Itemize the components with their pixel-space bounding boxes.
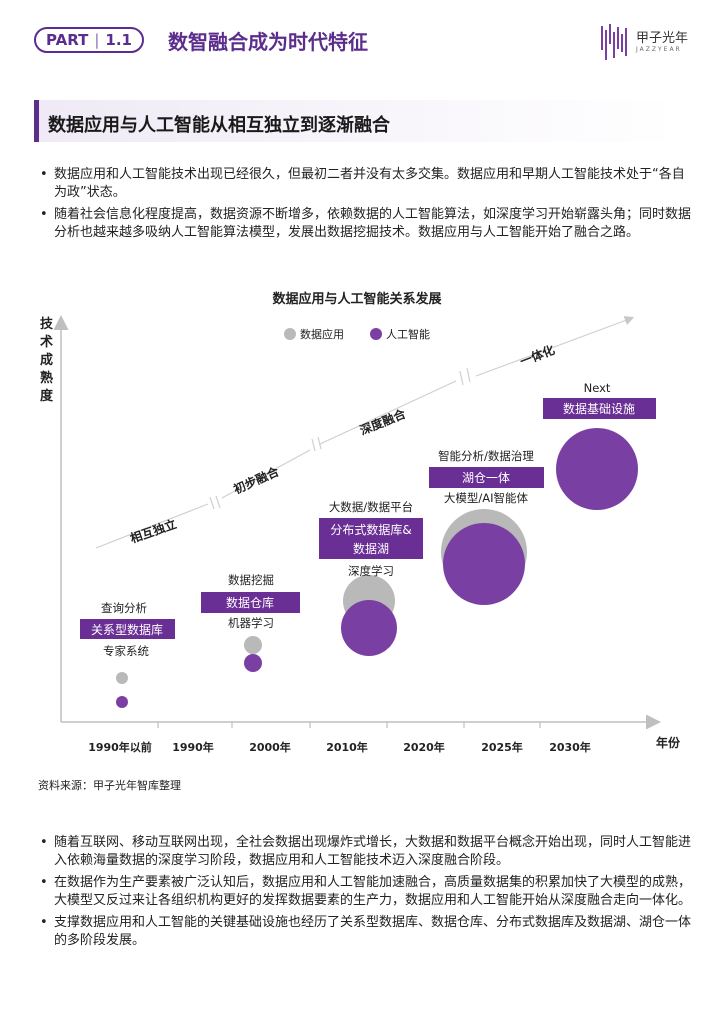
milestone-1-badge-bg bbox=[80, 619, 175, 639]
bullet-item: • 随着互联网、移动互联网出现，全社会数据出现爆炸式增长，大数据和数据平台概念开始… bbox=[36, 834, 696, 870]
bubble-data-app-1 bbox=[116, 672, 128, 684]
milestone-2-badge-bg bbox=[201, 592, 300, 613]
legend-swatch-data-app bbox=[284, 328, 296, 340]
bullet-text: 在数据作为生产要素被广泛认知后，数据应用和人工智能加速融合，高质量数据集的积累加… bbox=[54, 875, 692, 908]
logo-text: 甲子光年 bbox=[636, 31, 689, 46]
stage-line bbox=[95, 316, 635, 549]
bubble-ai-4 bbox=[443, 523, 525, 605]
milestone-2-top: 数据挖掘 bbox=[228, 573, 274, 587]
logo-icon bbox=[601, 24, 627, 60]
y-axis-label-char: 成 bbox=[40, 353, 54, 368]
bullet-item: • 随着社会信息化程度提高，数据资源不断增多，依赖数据的人工智能算法，如深度学习开… bbox=[36, 206, 696, 242]
x-tick-label: 2010年 bbox=[326, 740, 368, 754]
bullet-text: 随着互联网、移动互联网出现，全社会数据出现爆炸式增长，大数据和数据平台概念开始出… bbox=[54, 835, 692, 868]
milestone-3-bottom: 深度学习 bbox=[348, 564, 394, 578]
stage-label-initial-fusion: 初步融合 bbox=[231, 463, 282, 497]
bullet-dot: • bbox=[40, 915, 48, 930]
legend-swatch-ai bbox=[370, 328, 382, 340]
part-label: PART bbox=[46, 31, 89, 49]
bubble-data-app-2 bbox=[244, 636, 262, 654]
y-axis-label-char: 技 bbox=[40, 317, 54, 332]
bullet-dot: • bbox=[40, 167, 48, 182]
part-number: 1.1 bbox=[105, 31, 132, 49]
part-separator: | bbox=[94, 31, 100, 49]
bullet-text: 随着社会信息化程度提高，数据资源不断增多，依赖数据的人工智能算法，如深度学习开始… bbox=[54, 207, 692, 240]
logo-subtext: JAZZYEAR bbox=[636, 46, 682, 53]
milestone-1-bottom: 专家系统 bbox=[103, 644, 149, 658]
bubbles bbox=[116, 428, 638, 708]
bubble-ai-5 bbox=[556, 428, 638, 510]
bullet-text: 数据应用和人工智能技术出现已经很久，但最初二者并没有太多交集。数据应用和早期人工… bbox=[54, 167, 685, 200]
milestone-4-badge: 湖仓一体 bbox=[462, 470, 510, 485]
bullet-item: • 在数据作为生产要素被广泛认知后，数据应用和人工智能加速融合，高质量数据集的积累… bbox=[36, 874, 696, 910]
milestone-2-bottom: 机器学习 bbox=[228, 616, 274, 630]
section-title: 数据应用与人工智能从相互独立到逐渐融合 bbox=[48, 115, 390, 136]
milestone-5-badge-bg bbox=[543, 398, 656, 419]
milestone-4-top: 智能分析/数据治理 bbox=[438, 449, 534, 463]
bubble-ai-2 bbox=[244, 654, 262, 672]
x-tick-label: 1990年以前 bbox=[88, 740, 152, 754]
x-tick-label: 1990年 bbox=[172, 740, 214, 754]
milestone-3-badge-bg bbox=[319, 518, 423, 559]
x-tick-label: 2020年 bbox=[403, 740, 445, 754]
milestone-1-badge: 关系型数据库 bbox=[91, 622, 163, 637]
milestone-4-bottom: 大模型/AI智能体 bbox=[444, 491, 529, 505]
section-heading-background bbox=[39, 100, 679, 142]
bubble-ai-1 bbox=[116, 696, 128, 708]
section-heading-bar bbox=[34, 100, 39, 142]
milestone-3-badge-line1: 分布式数据库& bbox=[330, 522, 411, 537]
milestone-3-top: 大数据/数据平台 bbox=[329, 500, 413, 514]
legend-label-data-app: 数据应用 bbox=[300, 327, 344, 341]
part-pill: PART | 1.1 bbox=[34, 27, 144, 53]
y-axis-label-char: 度 bbox=[40, 389, 54, 404]
milestone-5-badge: 数据基础设施 bbox=[563, 401, 635, 416]
bullet-item: • 支撑数据应用和人工智能的关键基础设施也经历了关系型数据库、数据仓库、分布式数据… bbox=[36, 914, 696, 950]
x-tick-label: 2000年 bbox=[249, 740, 291, 754]
chart-title: 数据应用与人工智能关系发展 bbox=[272, 292, 442, 307]
relationship-chart: 1990年以前 1990年 2000年 2010年 2020年 2025年 2030年 年份… bbox=[53, 315, 681, 754]
x-tick-label: 2025年 bbox=[481, 740, 523, 754]
bullet-dot: • bbox=[40, 875, 48, 890]
milestone-2-badge: 数据仓库 bbox=[226, 595, 274, 610]
milestone-4-badge-bg bbox=[429, 467, 544, 488]
stage-label-independent: 相互独立 bbox=[128, 516, 178, 546]
bullet-text: 支撑数据应用和人工智能的关键基础设施也经历了关系型数据库、数据仓库、分布式数据库… bbox=[54, 915, 692, 948]
y-axis-label: 技术成熟度 bbox=[40, 316, 56, 406]
x-tick-label: 2030年 bbox=[549, 740, 591, 754]
y-axis-label-char: 术 bbox=[40, 335, 54, 350]
source-note: 资料来源：甲子光年智库整理 bbox=[38, 779, 181, 792]
conclusion-bullet-list: • 随着互联网、移动互联网出现，全社会数据出现爆炸式增长，大数据和数据平台概念开始… bbox=[36, 834, 696, 954]
bullet-dot: • bbox=[40, 835, 48, 850]
y-axis-label-char: 熟 bbox=[40, 371, 54, 386]
milestone-1-top: 查询分析 bbox=[101, 601, 147, 615]
milestone-5-top: Next bbox=[584, 381, 611, 395]
legend-label-ai: 人工智能 bbox=[386, 327, 430, 341]
stage-label-integration: 一体化 bbox=[518, 342, 557, 369]
bubble-ai-3 bbox=[341, 600, 397, 656]
bullet-dot: • bbox=[40, 207, 48, 222]
stage-label-deep-fusion: 深度融合 bbox=[358, 406, 409, 438]
intro-bullet-list: • 数据应用和人工智能技术出现已经很久，但最初二者并没有太多交集。数据应用和早期人… bbox=[36, 166, 696, 246]
page-title: 数智融合成为时代特征 bbox=[168, 30, 368, 54]
bullet-item: • 数据应用和人工智能技术出现已经很久，但最初二者并没有太多交集。数据应用和早期人… bbox=[36, 166, 696, 202]
milestone-3-badge-line2: 数据湖 bbox=[353, 541, 389, 556]
x-axis-label: 年份 bbox=[656, 735, 681, 750]
